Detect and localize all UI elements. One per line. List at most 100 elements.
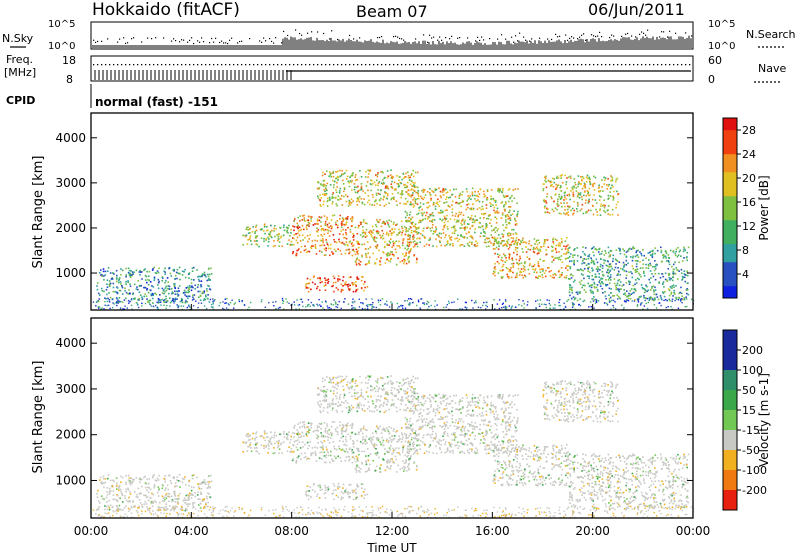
nave-dot bbox=[597, 64, 599, 66]
power-point bbox=[467, 244, 470, 247]
power-point bbox=[532, 250, 535, 253]
power-point bbox=[112, 272, 114, 274]
power-point bbox=[648, 259, 650, 261]
power-point bbox=[359, 234, 362, 236]
power-point bbox=[207, 279, 209, 281]
power-point bbox=[649, 262, 651, 265]
nave-dot bbox=[401, 64, 403, 66]
power-point bbox=[376, 232, 378, 234]
power-point bbox=[148, 300, 151, 302]
velocity-point bbox=[133, 491, 136, 493]
power-point bbox=[132, 273, 134, 275]
power-point bbox=[672, 272, 674, 275]
nave-dot bbox=[505, 64, 507, 66]
power-point bbox=[326, 305, 329, 307]
power-point bbox=[408, 304, 411, 306]
power-point bbox=[565, 267, 567, 269]
power-point bbox=[429, 192, 431, 194]
nave-dot bbox=[429, 64, 431, 66]
power-point bbox=[546, 211, 549, 213]
power-point bbox=[582, 284, 584, 287]
velocity-point bbox=[187, 499, 189, 501]
power-point bbox=[561, 261, 564, 263]
power-point bbox=[125, 283, 127, 285]
power-point bbox=[605, 279, 607, 281]
power-point bbox=[625, 282, 628, 284]
power-point bbox=[546, 195, 548, 198]
power-point bbox=[546, 239, 549, 241]
power-point bbox=[628, 281, 631, 283]
power-point bbox=[603, 204, 605, 206]
power-point bbox=[678, 270, 680, 272]
power-point bbox=[322, 241, 324, 244]
power-point bbox=[590, 261, 593, 264]
velocity-point bbox=[176, 500, 179, 503]
velocity-point bbox=[137, 487, 140, 490]
power-point bbox=[642, 308, 644, 310]
power-point bbox=[413, 186, 416, 189]
power-point bbox=[330, 243, 332, 246]
power-point bbox=[286, 231, 288, 233]
power-point bbox=[178, 290, 180, 292]
power-point bbox=[515, 237, 518, 239]
velocity-point bbox=[137, 496, 139, 498]
power-point bbox=[333, 197, 335, 199]
power-point bbox=[597, 251, 600, 253]
power-point bbox=[391, 246, 393, 248]
power-point bbox=[288, 302, 290, 304]
power-point bbox=[395, 224, 397, 226]
power-point bbox=[508, 256, 510, 259]
velocity-point bbox=[177, 502, 179, 505]
power-point bbox=[429, 194, 432, 197]
power-point bbox=[453, 226, 455, 229]
power-point bbox=[457, 215, 459, 218]
power-point bbox=[543, 272, 546, 274]
power-point bbox=[633, 288, 636, 291]
nave-dot bbox=[521, 64, 523, 66]
nsearch-dot bbox=[241, 40, 243, 42]
power-point bbox=[420, 220, 423, 222]
power-point bbox=[159, 294, 161, 296]
power-point bbox=[593, 189, 596, 191]
power-point bbox=[592, 261, 595, 263]
power-point bbox=[488, 237, 491, 240]
power-point bbox=[617, 270, 620, 273]
power-point bbox=[494, 227, 497, 229]
power-point bbox=[444, 209, 447, 212]
power-point bbox=[632, 284, 635, 287]
power-point bbox=[595, 276, 598, 278]
power-point bbox=[525, 251, 528, 253]
power-point bbox=[319, 216, 322, 219]
power-point bbox=[410, 201, 412, 203]
power-point bbox=[407, 193, 410, 196]
power-point bbox=[293, 220, 295, 223]
nave-dot bbox=[553, 64, 555, 66]
power-point bbox=[414, 243, 417, 245]
power-point bbox=[658, 272, 660, 275]
power-point bbox=[180, 305, 182, 307]
power-point bbox=[100, 287, 103, 290]
power-point bbox=[368, 260, 370, 262]
power-point bbox=[610, 265, 613, 268]
velocity-point bbox=[109, 490, 112, 492]
nave-dot bbox=[669, 64, 671, 66]
power-point bbox=[384, 192, 387, 194]
power-point bbox=[657, 298, 660, 301]
power-point bbox=[490, 242, 492, 244]
power-point bbox=[414, 171, 417, 174]
velocity-point bbox=[188, 484, 190, 487]
power-point bbox=[349, 180, 352, 182]
power-point bbox=[361, 202, 364, 205]
power-point bbox=[580, 256, 582, 259]
power-point bbox=[590, 248, 593, 250]
power-point bbox=[123, 308, 126, 310]
velocity-point bbox=[171, 499, 174, 501]
power-point bbox=[684, 249, 687, 252]
power-point bbox=[591, 284, 594, 286]
power-point bbox=[602, 292, 604, 294]
power-point bbox=[589, 194, 591, 196]
power-point bbox=[622, 248, 624, 250]
power-point bbox=[485, 245, 488, 248]
power-point bbox=[349, 228, 352, 231]
power-point bbox=[148, 279, 150, 282]
